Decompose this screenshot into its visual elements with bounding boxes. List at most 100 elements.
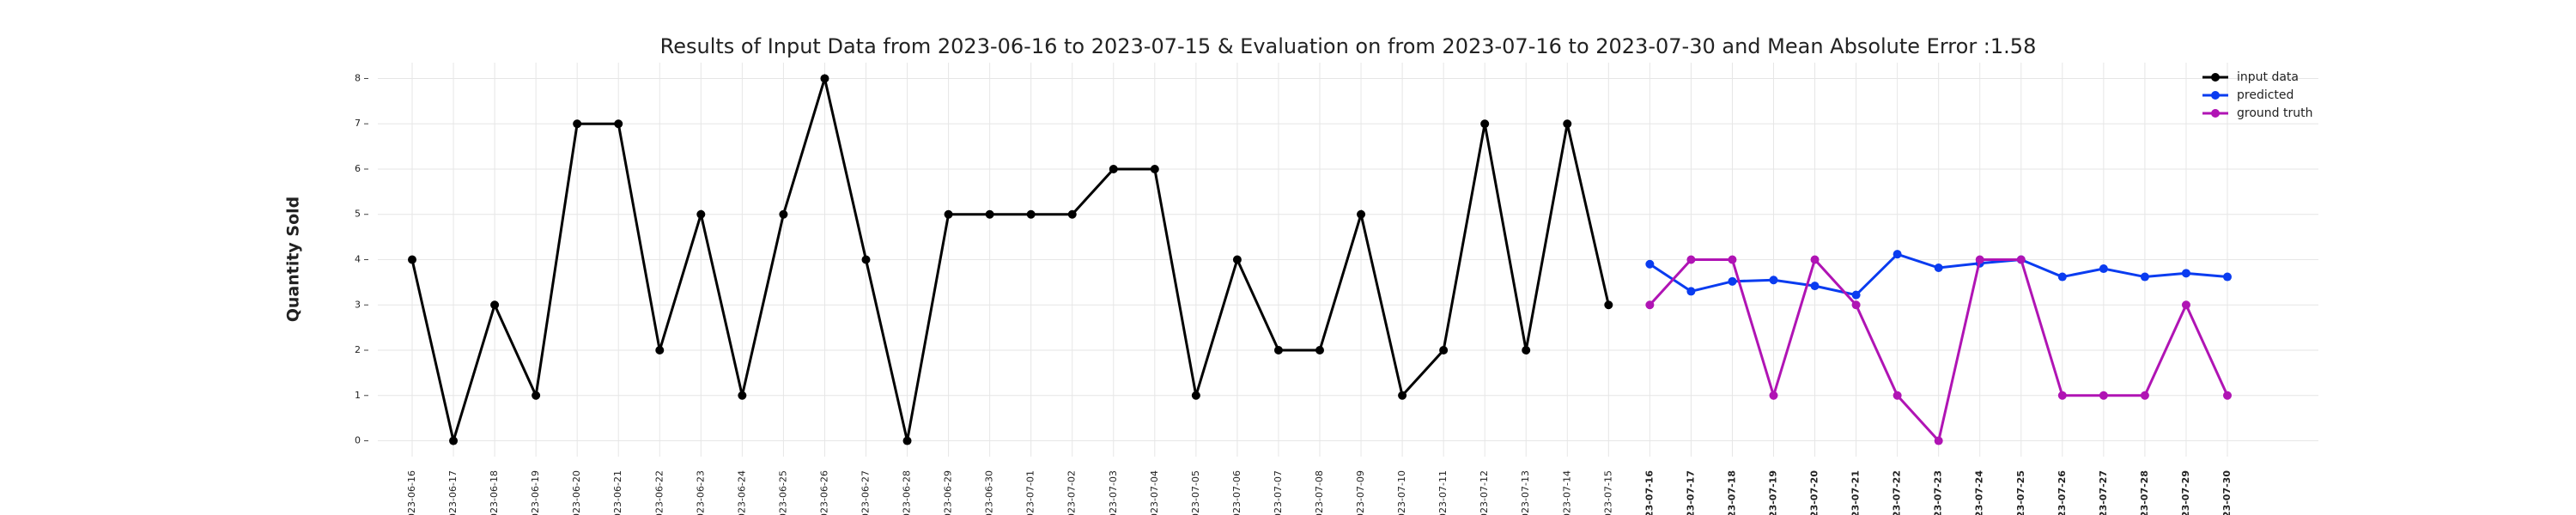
point — [902, 436, 912, 445]
x-tick-label: 2023-07-06 — [1231, 470, 1242, 515]
point — [1893, 391, 1902, 400]
point — [1686, 287, 1696, 296]
point — [1728, 255, 1737, 264]
y-tick-label: 0 — [355, 435, 361, 446]
x-tick-label: 2023-07-21 — [1850, 470, 1862, 515]
x-tick-label: 2023-06-24 — [736, 470, 747, 515]
x-tick-label: 2023-07-25 — [2015, 470, 2026, 515]
x-tick-label: 2023-07-16 — [1643, 470, 1655, 515]
x-tick-label: 2023-06-23 — [695, 470, 706, 515]
point — [532, 391, 541, 400]
y-tick-label: 4 — [355, 254, 361, 265]
x-tick-label: 2023-06-18 — [489, 470, 500, 515]
x-tick-label: 2023-07-13 — [1520, 470, 1531, 515]
x-tick-label: 2023-06-17 — [447, 470, 459, 515]
chart-title: Results of Input Data from 2023-06-16 to… — [660, 34, 2037, 58]
x-tick-label: 2023-07-18 — [1726, 470, 1737, 515]
y-tick-label: 5 — [355, 209, 361, 220]
legend-marker — [2211, 73, 2220, 82]
point — [408, 255, 416, 264]
point — [1645, 259, 1655, 269]
point — [1728, 276, 1737, 286]
point — [1150, 164, 1159, 173]
x-tick-label: 2023-07-01 — [1025, 470, 1036, 515]
x-tick-label: 2023-07-26 — [2057, 470, 2068, 515]
x-tick-label: 2023-07-15 — [1602, 470, 1613, 515]
x-tick-label: 2023-06-16 — [406, 470, 417, 515]
point — [1315, 346, 1324, 355]
x-tick-label: 2023-07-30 — [2221, 470, 2233, 515]
point — [1109, 164, 1118, 173]
x-tick-label: 2023-06-30 — [984, 470, 995, 515]
point — [1851, 290, 1861, 300]
x-tick-label: 2023-07-22 — [1892, 470, 1903, 515]
point — [696, 209, 706, 219]
point — [1480, 119, 1490, 129]
point — [2140, 272, 2149, 282]
x-tick-label: 2023-07-17 — [1685, 470, 1696, 515]
legend-label: ground truth — [2237, 106, 2312, 120]
x-tick-label: 2023-07-02 — [1066, 470, 1078, 515]
point — [1522, 346, 1531, 355]
point — [1934, 436, 1943, 445]
legend-label: predicted — [2237, 88, 2293, 102]
point — [1810, 255, 1820, 264]
point — [2181, 300, 2190, 310]
x-tick-label: 2023-07-20 — [1809, 470, 1820, 515]
x-tick-label: 2023-07-09 — [1355, 470, 1366, 515]
point — [1810, 282, 1820, 291]
point — [1232, 255, 1242, 264]
point — [2016, 255, 2026, 264]
x-tick-label: 2023-07-28 — [2139, 470, 2150, 515]
x-tick-label: 2023-07-04 — [1149, 470, 1160, 515]
point — [1769, 276, 1778, 285]
point — [1398, 391, 1407, 400]
point — [2140, 391, 2149, 400]
x-tick-label: 2023-07-11 — [1437, 470, 1449, 515]
point — [449, 436, 459, 445]
y-tick-label: 1 — [355, 390, 361, 401]
y-axis-label: Quantity Sold — [284, 197, 303, 323]
point — [738, 391, 747, 400]
x-tick-label: 2023-06-21 — [612, 470, 623, 515]
legend-marker — [2211, 109, 2220, 118]
point — [820, 74, 829, 83]
point — [1563, 119, 1572, 129]
x-tick-label: 2023-07-29 — [2180, 470, 2191, 515]
point — [861, 255, 871, 264]
y-tick-label: 6 — [355, 163, 361, 174]
point — [779, 209, 788, 219]
x-tick-label: 2023-07-27 — [2098, 470, 2109, 515]
point — [2057, 272, 2067, 282]
point — [573, 119, 582, 129]
point — [1439, 346, 1449, 355]
x-tick-label: 2023-07-23 — [1933, 470, 1944, 515]
point — [614, 119, 623, 129]
line — [410, 73, 1610, 446]
x-tick-label: 2023-07-05 — [1190, 470, 1201, 515]
point — [1273, 346, 1283, 355]
x-tick-label: 2023-07-12 — [1479, 470, 1490, 515]
point — [2099, 391, 2108, 400]
y-tick-label: 3 — [355, 299, 361, 310]
point — [944, 209, 953, 219]
x-tick-label: 2023-06-26 — [818, 470, 829, 515]
point — [1191, 391, 1200, 400]
point — [1645, 300, 1655, 310]
x-tick-label: 2023-06-28 — [902, 470, 913, 515]
x-tick-label: 2023-06-20 — [571, 470, 582, 515]
x-tick-label: 2023-07-14 — [1561, 470, 1572, 515]
x-tick-label: 2023-06-22 — [653, 470, 665, 515]
point — [985, 209, 994, 219]
point — [2223, 272, 2232, 282]
point — [1357, 209, 1366, 219]
point — [490, 300, 500, 310]
x-tick-label: 2023-07-19 — [1768, 470, 1779, 515]
point — [2099, 264, 2108, 274]
x-tick-label: 2023-07-10 — [1396, 470, 1407, 515]
point — [1026, 209, 1036, 219]
legend-marker — [2211, 91, 2220, 100]
point — [655, 346, 665, 355]
point — [1975, 255, 1984, 264]
